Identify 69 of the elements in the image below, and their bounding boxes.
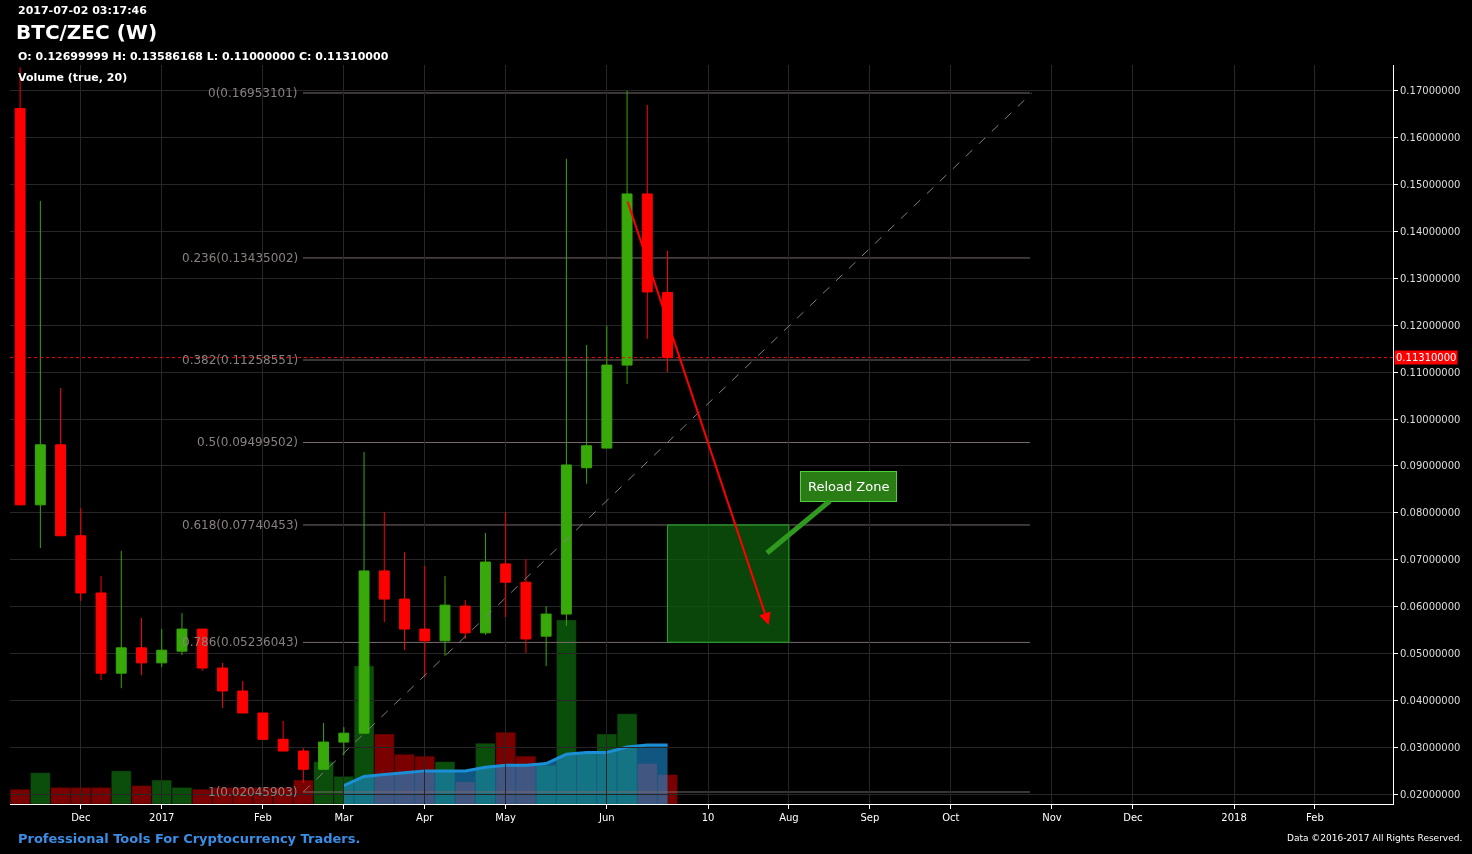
candlestick	[95, 575, 107, 681]
y-tick-label: 0.14000000	[1400, 225, 1461, 237]
candlestick	[419, 565, 431, 678]
candlestick	[581, 344, 593, 485]
ref-line-label: 0.236(0.13435002)	[182, 251, 299, 265]
x-tick-label: Jun	[598, 812, 615, 823]
text: Professional Tools For Cryptocurrency Traders.	[18, 831, 361, 846]
chart-title: BTC/ZEC (W)	[16, 20, 158, 44]
candlestick	[216, 662, 228, 709]
candlestick	[399, 551, 410, 651]
candlestick	[601, 325, 613, 449]
y-tick-label: 0.10000000	[1400, 413, 1461, 425]
candlestick	[277, 720, 289, 752]
candlestick	[479, 532, 491, 636]
candlestick	[560, 158, 572, 627]
chart-subtitle: O: 0.12699999 H: 0.13586168 L: 0.11000000 C: 0.11310000	[18, 50, 389, 63]
candlestick	[115, 550, 127, 689]
y-tick-label: 0.15000000	[1400, 179, 1461, 191]
y-tick-label: 0.09000000	[1400, 460, 1461, 472]
candlestick	[136, 617, 147, 676]
y-tick-label: 0.16000000	[1400, 132, 1461, 144]
candlestick	[156, 628, 168, 668]
x-tick-label: Feb	[254, 812, 272, 823]
candlestick	[621, 90, 633, 385]
ref-line-label: 0(0.16953101)	[208, 86, 298, 100]
y-tick-label: 0.08000000	[1400, 507, 1461, 519]
y-tick-label: 0.05000000	[1400, 647, 1461, 659]
y-tick-label: 0.04000000	[1400, 694, 1461, 706]
candlestick	[237, 680, 249, 714]
candlestick	[75, 507, 87, 602]
y-tick-label: 0.17000000	[1400, 85, 1461, 97]
y-tick-label: 0.13000000	[1400, 272, 1461, 284]
x-tick-label: 2018	[1221, 812, 1247, 823]
candlestick	[540, 605, 552, 667]
candlestick	[439, 575, 451, 657]
x-tick-label: 10	[701, 812, 715, 823]
y-tick-label: 0.06000000	[1400, 601, 1461, 613]
candlestick	[459, 599, 471, 640]
x-tick-label: Nov	[1042, 812, 1062, 823]
y-tick-label: 0.07000000	[1400, 554, 1461, 566]
ref-line-label: 0.11310000	[1396, 352, 1457, 363]
x-tick-label: Dec	[71, 812, 91, 823]
candlestick	[338, 726, 350, 756]
x-tick-label: Mar	[334, 812, 355, 823]
x-tick-label: Oct	[942, 812, 960, 823]
x-tick-label: Dec	[1123, 812, 1143, 823]
candlestick	[500, 511, 512, 618]
x-tick-label: 2017	[149, 812, 175, 823]
ref-line-label: 0.5(0.09499502)	[197, 435, 298, 449]
x-tick-label: Apr	[416, 812, 435, 823]
text: Data ©2016-2017 All Rights Reserved.	[1287, 833, 1463, 843]
candlestick	[378, 511, 390, 623]
candlestick	[55, 387, 67, 537]
y-tick-label: 0.02000000	[1400, 788, 1461, 800]
candlestick	[297, 747, 309, 784]
annotation: Reload Zone	[808, 479, 890, 494]
candlestick	[520, 558, 532, 654]
y-tick-label: 0.11000000	[1400, 366, 1461, 378]
candlestick	[257, 712, 269, 740]
x-tick-label: Sep	[860, 812, 880, 823]
y-tick-label: 0.03000000	[1400, 741, 1461, 753]
text: 2017-07-02 03:17:46	[18, 4, 148, 17]
candlestick	[34, 200, 46, 549]
ref-line-label: 0.618(0.07740453)	[182, 518, 299, 532]
x-tick-label: Feb	[1306, 812, 1324, 823]
ref-line-label: 0.382(0.11258551)	[182, 353, 299, 367]
y-tick-label: 0.12000000	[1400, 319, 1461, 331]
x-tick-label: May	[495, 812, 517, 823]
x-tick-label: Aug	[779, 812, 799, 823]
